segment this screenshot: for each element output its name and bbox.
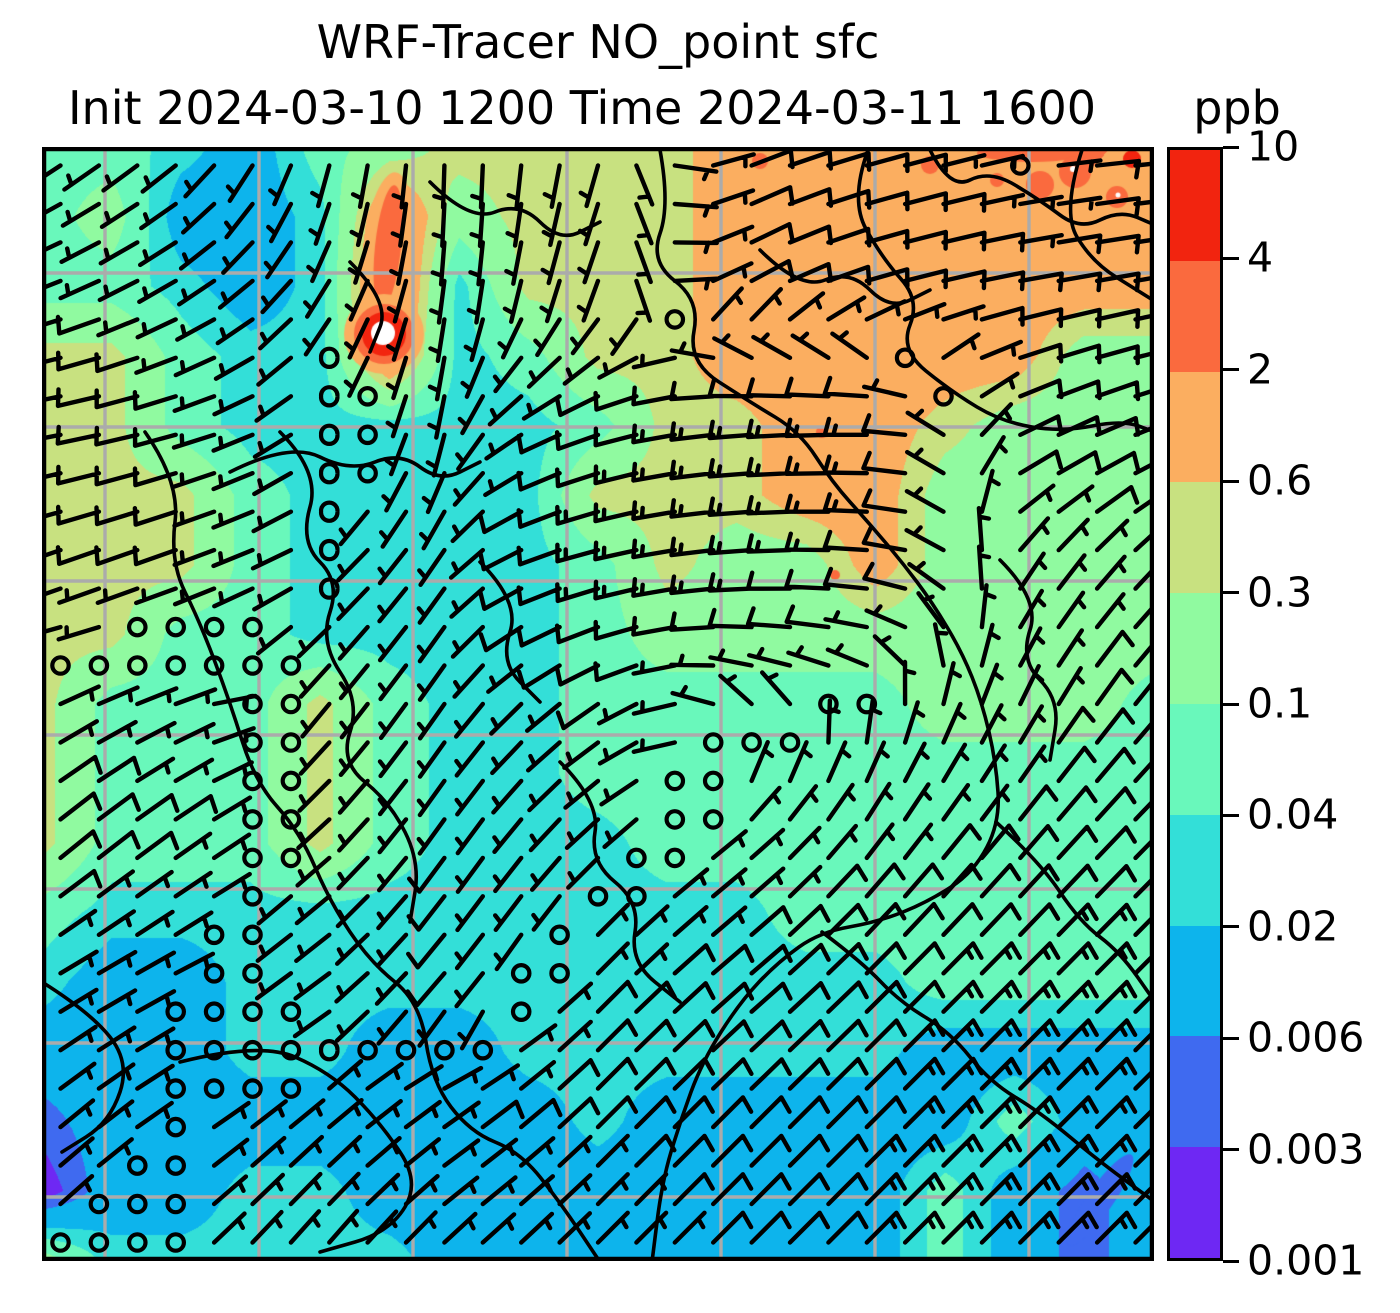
colorbar-tick [1223,479,1239,483]
colorbar-tick [1223,1148,1239,1152]
colorbar-tick-label: 0.6 [1247,456,1313,505]
colorbar-segment [1170,925,1220,1037]
colorbar-tick [1223,368,1239,372]
map-overlay-svg [42,147,1154,1261]
barbs-path [42,148,1154,1245]
figure-subtitle: Init 2024-03-10 1200 Time 2024-03-11 160… [67,81,1096,135]
colorbar-segment [1170,1147,1220,1258]
colorbar-tick-label: 0.3 [1247,568,1313,617]
colorbar-tick [1223,813,1239,817]
colorbar-tick [1223,1259,1239,1263]
colorbar-segment [1170,814,1220,926]
coastline-path [143,430,602,1261]
colorbar [1167,147,1223,1261]
colorbar-tick [1223,591,1239,595]
colorbar-segment [1170,371,1220,483]
calm-circles-path [50,155,1031,1253]
colorbar-tick-label: 0.04 [1247,790,1339,839]
colorbar-tick-label: 4 [1247,233,1274,282]
colorbar-tick [1223,702,1239,706]
colorbar-segment [1170,1036,1220,1148]
coastline-path [820,930,1154,1204]
colorbar-title: ppb [1193,81,1281,135]
colorbar-tick-label: 2 [1247,345,1274,394]
figure-title: WRF-Tracer NO_point sfc [316,15,880,69]
colorbar-tick-label: 0.006 [1247,1013,1365,1062]
colorbar-segment [1170,260,1220,372]
coastline-path [558,760,682,1004]
colorbar-segment [1170,482,1220,594]
colorbar-tick [1223,256,1239,260]
wind-barbs-layer [42,148,1154,1253]
map-panel [42,147,1154,1261]
coastline-path [178,1048,414,1254]
colorbar-tick [1223,145,1239,149]
coastline-path [42,980,126,1154]
colorbar-segment [1170,593,1220,704]
colorbar-tick-label: 0.001 [1247,1236,1365,1285]
colorbar-tick [1223,1036,1239,1040]
colorbar-segment [1170,703,1220,815]
colorbar-tick [1223,925,1239,929]
colorbar-tick-label: 0.003 [1247,1125,1365,1174]
colorbar-tick-label: 0.1 [1247,679,1313,728]
coastline-path [278,430,419,924]
colorbar-tick-label: 0.02 [1247,902,1339,951]
coastline-path [650,148,1001,1261]
map-frame [42,147,1154,1261]
colorbar-segment [1170,150,1220,261]
